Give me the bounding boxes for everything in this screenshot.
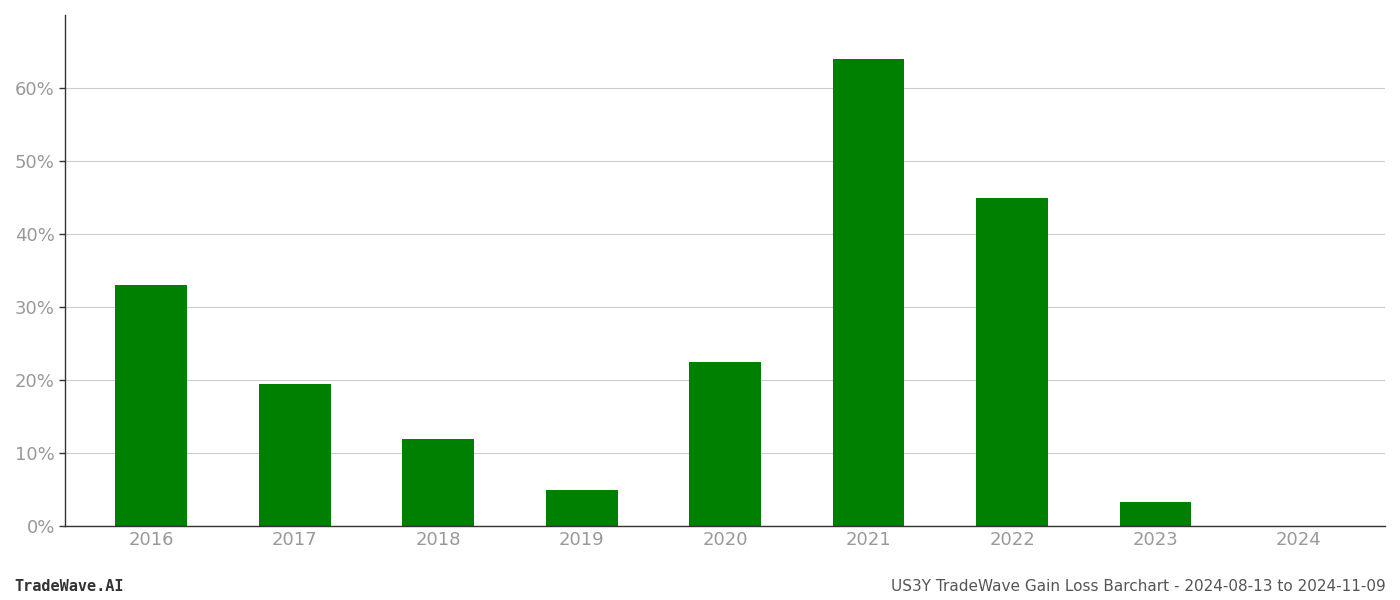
Bar: [976, 197, 1049, 526]
Bar: [115, 285, 188, 526]
Text: TradeWave.AI: TradeWave.AI: [14, 579, 123, 594]
Bar: [546, 490, 617, 526]
Bar: [1120, 502, 1191, 526]
Bar: [402, 439, 475, 526]
Bar: [833, 59, 904, 526]
Bar: [689, 362, 762, 526]
Bar: [259, 384, 330, 526]
Text: US3Y TradeWave Gain Loss Barchart - 2024-08-13 to 2024-11-09: US3Y TradeWave Gain Loss Barchart - 2024…: [892, 579, 1386, 594]
